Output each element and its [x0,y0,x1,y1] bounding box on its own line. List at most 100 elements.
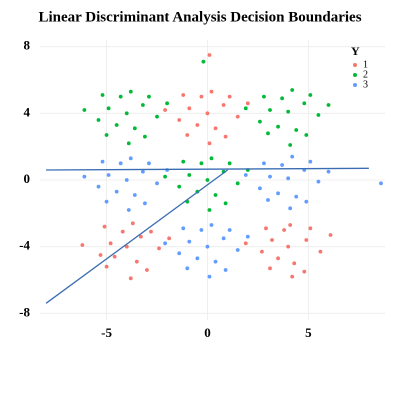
point [104,133,109,137]
point [118,94,123,99]
point [280,163,285,167]
point [326,169,331,174]
point [302,269,307,274]
point [294,128,299,132]
x-tick-label: 5 [305,325,312,340]
point [140,169,145,174]
point [227,161,232,166]
point [120,229,125,234]
point [201,59,206,64]
point [106,173,111,177]
decision-boundary [46,167,369,171]
point [98,253,103,257]
point [157,246,161,251]
point [163,108,167,112]
point [143,134,147,139]
point [286,109,291,114]
point [270,238,274,242]
y-tick-label: 4 [24,104,31,119]
point [104,264,109,269]
point [126,208,131,212]
point [128,89,133,94]
point [187,239,192,244]
point [316,113,321,117]
point [205,244,210,249]
point [207,208,212,212]
y-tick-label: -4 [19,238,30,253]
legend-label: 2 [363,69,368,80]
point [155,114,159,119]
point [227,94,232,99]
point [145,268,149,272]
point [328,233,333,237]
point [268,108,272,112]
point [209,223,214,227]
legend-label: 1 [363,59,368,70]
point [199,161,204,166]
point [205,111,210,116]
point [82,174,87,179]
point [304,238,309,242]
point [167,236,172,241]
point [207,274,212,279]
point [199,94,204,99]
point [108,241,113,246]
point [379,181,383,186]
point [290,88,295,92]
point [114,189,119,194]
point [221,236,226,241]
point [235,114,240,119]
point [308,93,313,97]
point [102,224,107,229]
point [286,176,291,181]
y-tick-label: -8 [19,304,30,319]
point [163,241,167,246]
point [177,251,182,256]
x-tick-label: 0 [204,325,211,340]
point [288,206,293,211]
x-tick-label: -5 [101,325,112,340]
legend-label: 3 [363,79,368,90]
point [294,194,299,199]
point [207,141,212,146]
point [177,184,182,189]
point [276,256,280,261]
point [185,266,190,271]
point [96,184,101,189]
point [223,134,228,139]
point [308,159,313,164]
point [245,234,250,239]
point [140,103,145,107]
point [268,266,272,271]
point [243,241,248,246]
point [155,181,159,186]
point [213,126,218,131]
point [82,108,87,112]
point [147,161,151,166]
point [149,229,153,234]
point [100,159,105,164]
point [118,161,123,166]
point [163,174,167,179]
point [266,198,270,202]
point [258,119,262,124]
point [205,178,210,182]
point [181,93,186,97]
point [213,193,218,197]
point [96,118,101,122]
point [185,133,190,137]
point [209,89,214,94]
point [134,259,139,264]
point [243,173,248,177]
point [199,228,204,232]
point [138,234,143,239]
point [181,226,186,231]
point [187,106,192,111]
point [209,156,214,161]
point [187,173,192,177]
point [302,101,307,106]
point [282,228,287,232]
chart-title: Linear Discriminant Analysis Decision Bo… [38,9,361,25]
point [235,248,240,252]
